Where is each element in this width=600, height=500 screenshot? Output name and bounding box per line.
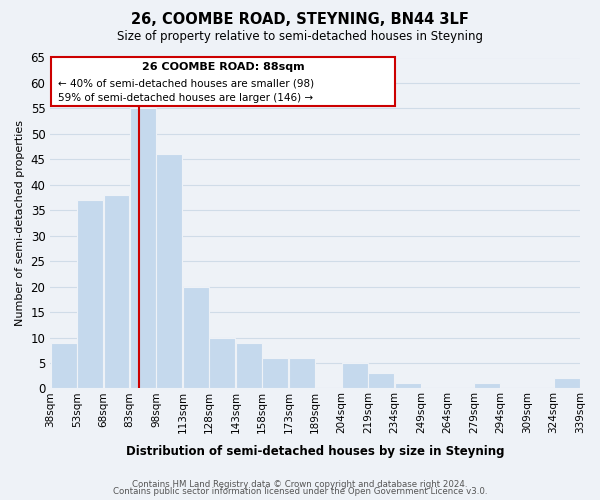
Bar <box>368 373 394 388</box>
Bar <box>236 342 262 388</box>
Bar <box>50 342 77 388</box>
Bar <box>183 286 209 388</box>
Bar <box>554 378 580 388</box>
Bar <box>104 195 130 388</box>
Text: 26, COOMBE ROAD, STEYNING, BN44 3LF: 26, COOMBE ROAD, STEYNING, BN44 3LF <box>131 12 469 28</box>
Bar <box>289 358 315 388</box>
Text: Contains public sector information licensed under the Open Government Licence v3: Contains public sector information licen… <box>113 488 487 496</box>
Bar <box>130 108 156 388</box>
Bar <box>77 200 103 388</box>
Text: Contains HM Land Registry data © Crown copyright and database right 2024.: Contains HM Land Registry data © Crown c… <box>132 480 468 489</box>
Text: 59% of semi-detached houses are larger (146) →: 59% of semi-detached houses are larger (… <box>58 93 313 103</box>
Y-axis label: Number of semi-detached properties: Number of semi-detached properties <box>15 120 25 326</box>
Bar <box>395 384 421 388</box>
Bar <box>51 58 395 106</box>
Bar <box>157 154 182 388</box>
Bar <box>342 363 368 388</box>
Bar <box>262 358 289 388</box>
X-axis label: Distribution of semi-detached houses by size in Steyning: Distribution of semi-detached houses by … <box>126 444 505 458</box>
Text: ← 40% of semi-detached houses are smaller (98): ← 40% of semi-detached houses are smalle… <box>58 79 314 89</box>
Text: Size of property relative to semi-detached houses in Steyning: Size of property relative to semi-detach… <box>117 30 483 43</box>
Bar <box>475 384 500 388</box>
Bar <box>209 338 235 388</box>
Text: 26 COOMBE ROAD: 88sqm: 26 COOMBE ROAD: 88sqm <box>142 62 304 72</box>
